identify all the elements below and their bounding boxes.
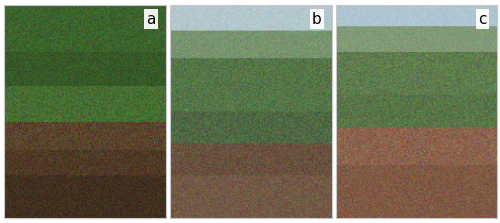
Text: c: c bbox=[478, 12, 487, 27]
Text: a: a bbox=[146, 12, 156, 27]
Text: b: b bbox=[312, 12, 322, 27]
